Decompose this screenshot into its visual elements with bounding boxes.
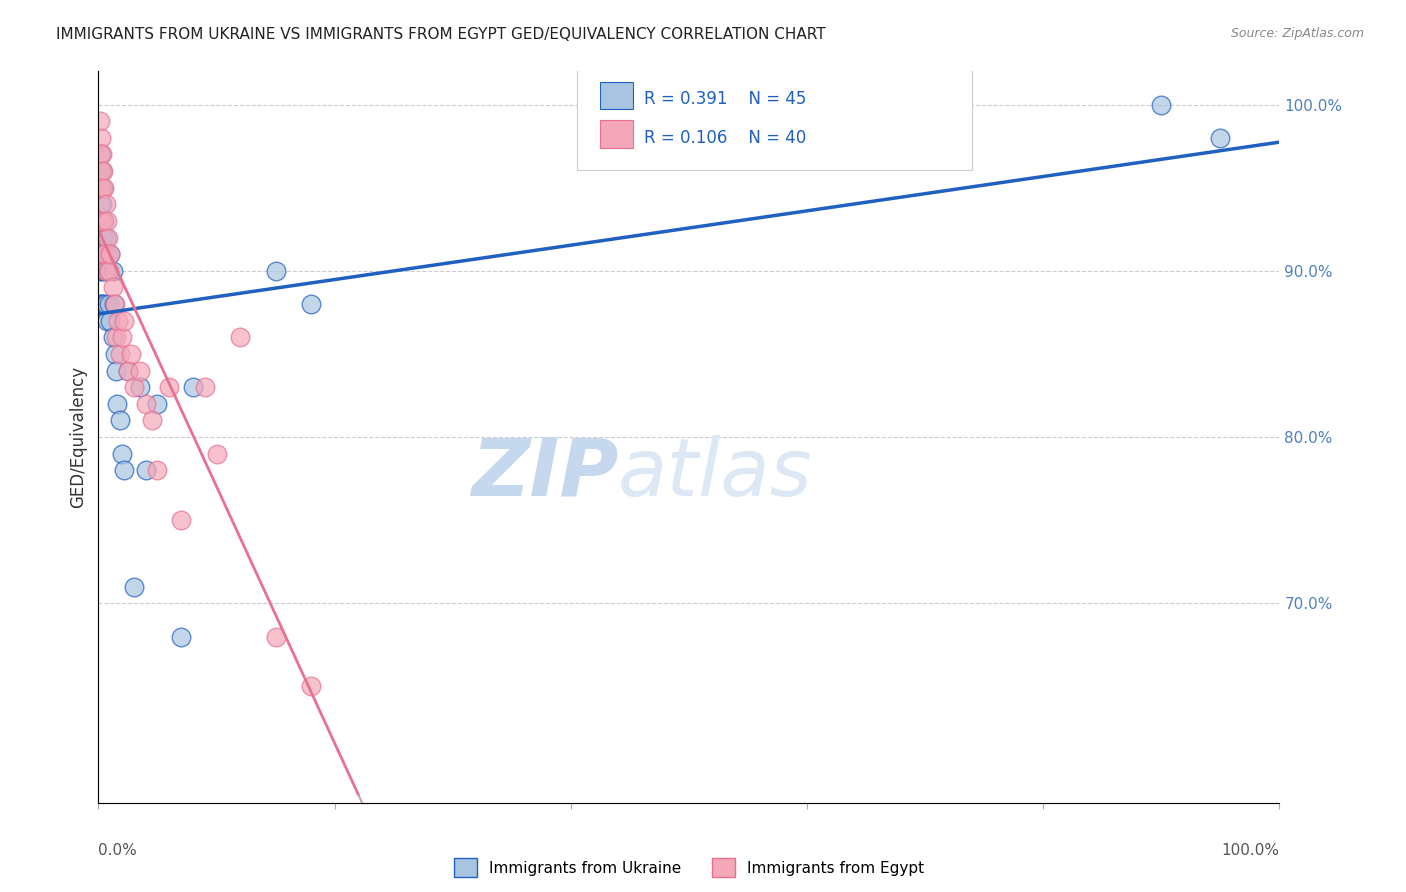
Point	[91, 197, 114, 211]
Point	[146, 463, 169, 477]
Point	[98, 314, 121, 328]
Point	[101, 330, 124, 344]
Point	[94, 230, 117, 244]
Point	[157, 380, 180, 394]
Point	[90, 131, 112, 145]
Point	[91, 214, 114, 228]
Point	[170, 630, 193, 644]
Point	[111, 330, 134, 344]
Point	[107, 314, 129, 328]
Text: Source: ZipAtlas.com: Source: ZipAtlas.com	[1230, 27, 1364, 40]
Bar	[600, 120, 634, 148]
Point	[94, 297, 117, 311]
Point	[122, 380, 145, 394]
Point	[229, 330, 252, 344]
Point	[89, 164, 111, 178]
Point	[105, 363, 128, 377]
Point	[98, 297, 121, 311]
Point	[91, 297, 114, 311]
Point	[96, 214, 118, 228]
Point	[128, 363, 150, 377]
Point	[101, 264, 124, 278]
Point	[1209, 131, 1232, 145]
Point	[104, 297, 127, 311]
Point	[121, 347, 143, 361]
Text: R = 0.106    N = 40: R = 0.106 N = 40	[644, 129, 806, 147]
Point	[93, 214, 115, 228]
Point	[93, 264, 115, 278]
Text: atlas: atlas	[619, 434, 813, 513]
Point	[97, 264, 120, 278]
Legend: Immigrants from Ukraine, Immigrants from Egypt: Immigrants from Ukraine, Immigrants from…	[447, 852, 931, 883]
Point	[91, 180, 114, 194]
Point	[90, 147, 112, 161]
Point	[89, 114, 111, 128]
Point	[91, 230, 114, 244]
Point	[205, 447, 228, 461]
Point	[91, 164, 114, 178]
Point	[93, 180, 115, 194]
Point	[94, 264, 117, 278]
Point	[90, 164, 112, 178]
Point	[89, 230, 111, 244]
Point	[299, 680, 322, 694]
Text: R = 0.391    N = 45: R = 0.391 N = 45	[644, 90, 807, 108]
Point	[90, 180, 112, 194]
Y-axis label: GED/Equivalency: GED/Equivalency	[69, 366, 87, 508]
Point	[91, 247, 114, 261]
Point	[91, 297, 114, 311]
Text: IMMIGRANTS FROM UKRAINE VS IMMIGRANTS FROM EGYPT GED/EQUIVALENCY CORRELATION CHA: IMMIGRANTS FROM UKRAINE VS IMMIGRANTS FR…	[56, 27, 825, 42]
Point	[112, 463, 135, 477]
Point	[91, 264, 114, 278]
Point	[117, 363, 139, 377]
Point	[94, 197, 117, 211]
Point	[90, 297, 112, 311]
Bar	[600, 81, 634, 110]
Point	[1150, 97, 1173, 112]
Text: ZIP: ZIP	[471, 434, 619, 513]
Point	[264, 630, 287, 644]
Text: 0.0%: 0.0%	[98, 843, 138, 858]
Point	[98, 247, 121, 261]
Point	[89, 180, 111, 194]
Point	[108, 347, 131, 361]
Point	[105, 330, 128, 344]
Point	[194, 380, 217, 394]
Point	[96, 314, 118, 328]
Point	[90, 214, 112, 228]
Point	[108, 413, 131, 427]
Point	[264, 264, 287, 278]
FancyBboxPatch shape	[576, 64, 973, 170]
Point	[105, 397, 128, 411]
Point	[97, 230, 120, 244]
Point	[89, 147, 111, 161]
Point	[93, 247, 115, 261]
Point	[96, 247, 118, 261]
Point	[103, 297, 125, 311]
Point	[111, 447, 134, 461]
Point	[98, 264, 121, 278]
Point	[135, 397, 157, 411]
Point	[90, 230, 112, 244]
Point	[141, 413, 163, 427]
Point	[98, 247, 121, 261]
Point	[117, 363, 139, 377]
Point	[170, 513, 193, 527]
Point	[89, 197, 111, 211]
Point	[89, 264, 111, 278]
Point	[101, 280, 124, 294]
Point	[104, 347, 127, 361]
Point	[91, 180, 114, 194]
Point	[112, 314, 135, 328]
Point	[135, 463, 157, 477]
Point	[91, 164, 114, 178]
Point	[122, 580, 145, 594]
Point	[146, 397, 169, 411]
Point	[128, 380, 150, 394]
Text: 100.0%: 100.0%	[1222, 843, 1279, 858]
Point	[299, 297, 322, 311]
Point	[91, 147, 114, 161]
Point	[181, 380, 204, 394]
